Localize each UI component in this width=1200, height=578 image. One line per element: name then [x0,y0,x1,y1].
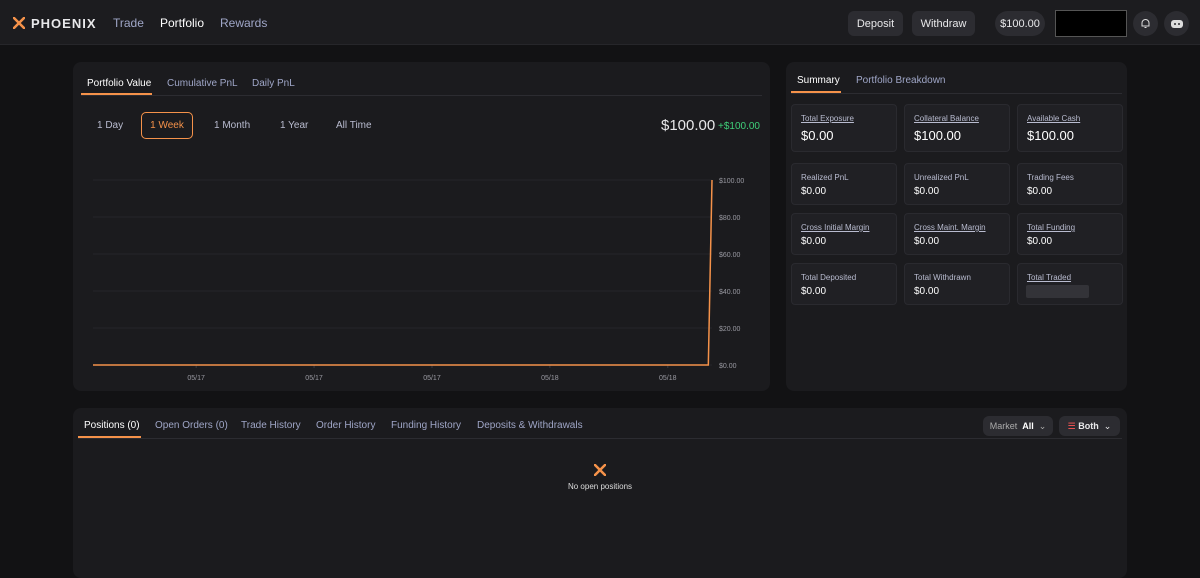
active-tab-underline [81,93,152,95]
range-button[interactable]: 1 Day [97,120,124,131]
y-tick-label: $20.00 [719,326,741,333]
summary-label: Unrealized PnL [914,173,969,182]
y-tick-label: $40.00 [719,289,741,296]
withdraw-button[interactable]: Withdraw [912,11,975,36]
portfolio-card: Portfolio Value Cumulative PnL Daily PnL… [73,62,770,391]
nav-link[interactable]: Rewards [220,16,268,30]
y-tick-label: $60.00 [719,252,741,259]
summary-tab[interactable]: Portfolio Breakdown [856,75,946,86]
summary-label[interactable]: Cross Initial Margin [801,223,870,232]
market-label: Market [989,421,1018,431]
summary-label: Total Withdrawn [914,273,971,282]
summary-value: $100.00 [1027,128,1074,143]
summary-item: Total Funding $0.00 [1017,213,1123,255]
summary-label: Trading Fees [1027,173,1074,182]
divider [81,95,762,96]
active-tab-underline [78,436,141,438]
summary-label: Total Deposited [801,273,857,282]
range-button[interactable]: 1 Month [214,120,251,131]
x-tick-label: 05/18 [659,375,677,382]
x-tick-label: 05/18 [541,375,559,382]
market-value: All [1022,421,1034,431]
range-button[interactable]: 1 Week [141,112,193,139]
summary-label: Realized PnL [801,173,849,182]
summary-item: Available Cash $100.00 [1017,104,1123,152]
empty-icon [594,464,606,476]
summary-value: $0.00 [914,236,940,247]
summary-item: Total Deposited $0.00 [791,263,897,305]
side-filter[interactable]: ☰ Both ⌄ [1059,416,1120,436]
nav-link[interactable]: Trade [113,16,144,30]
chart-tab[interactable]: Portfolio Value [87,78,152,89]
summary-card: Summary Portfolio Breakdown Total Exposu… [786,62,1127,391]
summary-tab[interactable]: Summary [797,75,840,86]
summary-item: Cross Maint. Margin $0.00 [904,213,1010,255]
summary-value: $0.00 [801,236,827,247]
discord-button[interactable] [1164,11,1189,36]
positions-tab[interactable]: Deposits & Withdrawals [477,420,583,431]
divider [791,93,1122,94]
summary-label[interactable]: Cross Maint. Margin [914,223,986,232]
empty-message: No open positions [567,482,633,491]
portfolio-change: +$100.00 [718,121,760,132]
positions-tab[interactable]: Trade History [241,420,301,431]
summary-item: Total Withdrawn $0.00 [904,263,1010,305]
x-tick-label: 05/17 [305,375,323,382]
y-tick-label: $80.00 [719,215,741,222]
chart-tab[interactable]: Daily PnL [252,78,295,89]
summary-item: Total Traded [1017,263,1123,305]
top-nav: PHOENIX Trade Portfolio Rewards Deposit … [0,0,1200,45]
summary-value: $0.00 [1027,236,1053,247]
portfolio-chart: $0.00 $20.00 $40.00 $60.00 $80.00 $100.00 05/1… [93,178,744,382]
chart-tab[interactable]: Cumulative PnL [167,78,238,89]
positions-card: Positions (0) Open Orders (0) Trade Histor… [73,408,1127,578]
brand: PHOENIX [31,16,97,31]
summary-item: Realized PnL $0.00 [791,163,897,205]
x-tick-label: 05/17 [423,375,441,382]
positions-tab[interactable]: Order History [316,420,376,431]
summary-value: $0.00 [801,128,834,143]
x-tick-label: 05/17 [187,375,205,382]
deposit-button[interactable]: Deposit [848,11,903,36]
summary-label[interactable]: Collateral Balance [914,114,979,123]
summary-value: $0.00 [801,286,827,297]
side-value: Both [1078,421,1099,431]
redacted-wallet[interactable] [1055,10,1127,37]
positions-tab[interactable]: Funding History [391,420,462,431]
range-button[interactable]: 1 Year [280,120,309,131]
summary-item: Collateral Balance $100.00 [904,104,1010,152]
summary-item: Unrealized PnL $0.00 [904,163,1010,205]
summary-label[interactable]: Available Cash [1027,114,1081,123]
range-button[interactable]: All Time [336,120,372,131]
summary-value: $0.00 [801,186,827,197]
balance[interactable]: $100.00 [995,11,1045,36]
y-tick-label: $0.00 [719,363,737,370]
summary-value: $0.00 [1027,186,1053,197]
summary-item: Trading Fees $0.00 [1017,163,1123,205]
y-tick-label: $100.00 [719,178,744,185]
value-line [93,179,713,366]
placeholder [1026,285,1089,298]
summary-item: Cross Initial Margin $0.00 [791,213,897,255]
notifications-button[interactable] [1133,11,1158,36]
summary-label[interactable]: Total Exposure [801,114,854,123]
market-filter[interactable]: Market All ⌄ [983,416,1053,436]
summary-label[interactable]: Total Traded [1027,273,1072,282]
divider [78,438,1122,439]
portfolio-value: $100.00 [661,117,716,134]
positions-tab[interactable]: Open Orders (0) [155,420,228,431]
summary-label[interactable]: Total Funding [1027,223,1076,232]
positions-tab[interactable]: Positions (0) [84,420,140,431]
active-tab-underline [791,91,841,93]
nav-link[interactable]: Portfolio [160,16,205,30]
summary-value: $0.00 [914,186,940,197]
summary-value: $0.00 [914,286,940,297]
logo [13,17,25,29]
summary-value: $100.00 [914,128,961,143]
summary-item: Total Exposure $0.00 [791,104,897,152]
